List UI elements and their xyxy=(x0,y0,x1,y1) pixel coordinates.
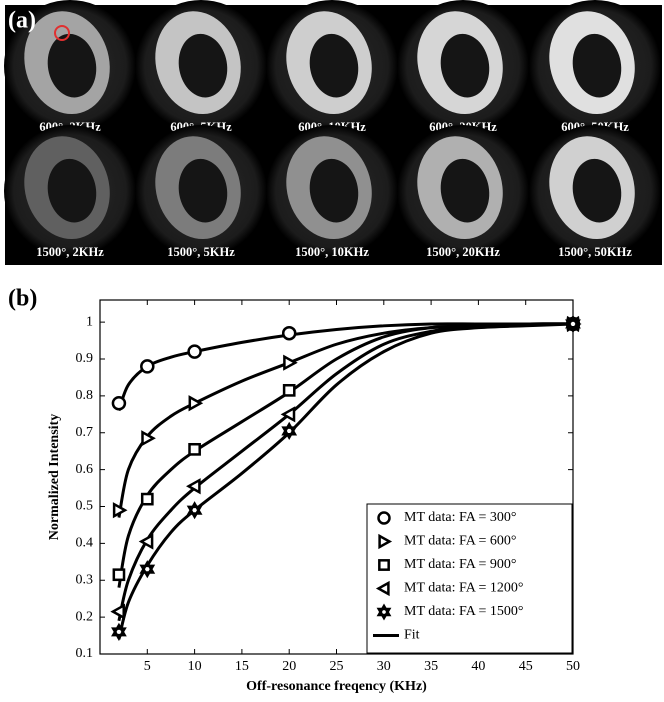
y-axis-title: Normalized Intensity xyxy=(47,414,62,540)
legend-label: MT data: FA = 600° xyxy=(404,534,517,549)
data-point xyxy=(281,325,297,341)
x-axis-title: Off-resonance freqency (KHz) xyxy=(246,679,427,694)
marrow xyxy=(178,33,228,98)
x-tick-label: 15 xyxy=(235,659,249,674)
x-tick-label: 5 xyxy=(144,659,151,674)
panel-label: (a) xyxy=(8,8,36,34)
panel-label: (b) xyxy=(8,286,37,312)
data-point xyxy=(282,383,296,397)
x-tick-label: 35 xyxy=(424,659,438,674)
marrow xyxy=(309,158,359,223)
data-point xyxy=(111,622,127,641)
legend-label: MT data: FA = 300° xyxy=(404,510,517,525)
legend-marker xyxy=(378,533,393,550)
roi-marker xyxy=(54,25,70,41)
y-tick-label: 0.2 xyxy=(76,609,94,624)
marrow xyxy=(572,33,622,98)
y-tick-label: 0.9 xyxy=(76,351,94,366)
data-point xyxy=(112,502,128,519)
data-point xyxy=(138,533,154,550)
legend-box xyxy=(366,503,573,654)
data-point xyxy=(186,501,203,520)
legend-label: Fit xyxy=(404,628,420,643)
x-tick-label: 25 xyxy=(330,659,344,674)
x-tick-label: 10 xyxy=(188,659,202,674)
image-label: 1500°, 2KHz xyxy=(36,245,104,259)
image-label: 1500°, 50KHz xyxy=(558,245,632,259)
legend-label: MT data: FA = 900° xyxy=(404,557,517,572)
data-point xyxy=(111,396,127,411)
y-tick-label: 0.8 xyxy=(76,388,94,403)
image-label: 1500°, 10KHz xyxy=(295,245,369,259)
legend-label: MT data: FA = 1500° xyxy=(404,604,524,619)
legend-marker xyxy=(375,580,390,597)
legend-marker xyxy=(378,559,390,571)
data-point xyxy=(139,560,156,579)
data-point xyxy=(140,359,155,374)
data-point xyxy=(112,568,126,582)
y-tick-label: 0.1 xyxy=(76,646,94,661)
legend-marker xyxy=(377,511,391,525)
x-tick-label: 45 xyxy=(519,659,533,674)
data-point xyxy=(141,430,156,447)
data-point xyxy=(187,344,202,359)
x-tick-label: 20 xyxy=(282,659,296,674)
data-point xyxy=(140,492,154,506)
data-point xyxy=(283,354,298,371)
image-label: 1500°, 5KHz xyxy=(167,245,235,259)
legend-marker xyxy=(376,603,392,621)
legend-label: MT data: FA = 1200° xyxy=(404,581,524,596)
marrow xyxy=(572,158,622,223)
marrow xyxy=(440,33,490,98)
x-tick-label: 40 xyxy=(471,659,485,674)
data-point xyxy=(186,478,201,495)
marrow xyxy=(440,158,490,223)
x-tick-label: 50 xyxy=(566,659,580,674)
y-tick-label: 0.3 xyxy=(76,572,94,587)
y-tick-label: 0.7 xyxy=(76,425,94,440)
marrow xyxy=(309,33,359,98)
data-point xyxy=(280,406,296,423)
x-tick-label: 30 xyxy=(377,659,391,674)
marrow xyxy=(178,158,228,223)
y-tick-label: 0.5 xyxy=(76,499,94,514)
data-point xyxy=(110,603,125,620)
y-tick-label: 0.6 xyxy=(76,462,94,477)
marrow xyxy=(47,33,97,98)
data-point xyxy=(565,314,581,334)
data-point xyxy=(188,395,204,412)
data-point xyxy=(281,421,298,441)
data-point xyxy=(188,442,201,456)
marrow xyxy=(47,158,97,223)
image-label: 1500°, 20KHz xyxy=(426,245,500,259)
y-tick-label: 0.4 xyxy=(76,536,94,551)
y-tick-label: 1 xyxy=(86,314,93,329)
